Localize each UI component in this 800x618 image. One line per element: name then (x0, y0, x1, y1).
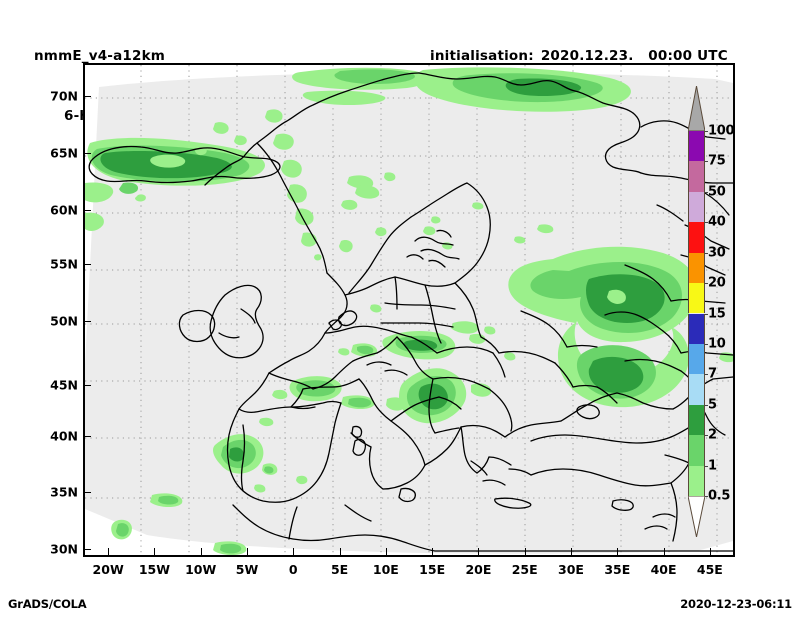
colorbar-tick (705, 131, 708, 132)
y-axis-tick (84, 492, 91, 493)
initialisation-label: initialisation: (430, 48, 534, 64)
x-axis-tick (524, 548, 526, 555)
colorbar-tick-label: 1 (708, 458, 717, 474)
x-axis-tick-label: 20E (465, 562, 492, 577)
x-axis-tick (478, 548, 480, 555)
y-axis-tick (84, 153, 91, 154)
colorbar-segment (688, 343, 705, 375)
x-axis-tick-label: 10E (372, 562, 399, 577)
y-axis-tick-label: 50N (50, 313, 78, 329)
x-axis-tick-label: 40E (650, 562, 677, 577)
x-axis-tick (709, 548, 711, 555)
model-name-label: nmmE_v4-a12km (34, 48, 166, 64)
x-axis-tick-label: 20W (92, 562, 124, 577)
y-axis-tick (84, 385, 91, 386)
producer-label: GrADS/COLA (8, 597, 87, 611)
colorbar-tick (705, 222, 708, 224)
x-axis-tick-label: 15W (138, 562, 171, 577)
x-axis-tick (247, 548, 248, 555)
x-axis-tick-label: 5W (235, 562, 259, 577)
x-axis-tick (432, 548, 434, 555)
colorbar-tick (705, 343, 708, 345)
colorbar-tick-label: 75 (708, 153, 726, 169)
colorbar-segment (688, 191, 705, 223)
x-axis-tick (293, 548, 295, 555)
colorbar-tick (705, 313, 708, 315)
y-axis-tick (84, 264, 91, 265)
y-axis-tick (84, 210, 91, 211)
colorbar-tick-label: 2 (708, 427, 717, 443)
colorbar-tick (705, 161, 708, 163)
x-axis-tick-label: 25E (511, 562, 538, 577)
colorbar-segment (688, 465, 705, 496)
colorbar-tick (705, 252, 708, 254)
y-axis-tick (84, 549, 91, 550)
y-axis-tick-label: 65N (50, 145, 78, 161)
y-axis-tick (84, 321, 91, 322)
x-axis-tick (617, 548, 619, 555)
colorbar-tick-label: 100 (708, 123, 735, 139)
x-axis-tick (339, 548, 341, 555)
x-axis-tick-label: 0 (288, 562, 298, 577)
y-axis-tick-label: 70N (50, 88, 78, 104)
x-axis-tick-label: 5E (330, 562, 349, 577)
colorbar-segment (688, 374, 705, 405)
y-axis-tick-label: 30N (50, 541, 78, 557)
colorbar-tick-label: 7 (708, 366, 717, 382)
y-axis-tick (84, 436, 91, 437)
x-axis-tick-label: 10W (185, 562, 217, 577)
map-plot-frame (83, 63, 735, 557)
map-graphic (85, 65, 733, 555)
colorbar-segment (688, 222, 705, 253)
y-axis-tick-label: 60N (50, 202, 78, 218)
coastlines-and-borders (88, 72, 733, 552)
y-axis-tick-label: 45N (50, 377, 78, 393)
colorbar-tick (705, 283, 708, 285)
x-axis-tick (385, 548, 387, 555)
colorbar-segment (688, 313, 705, 344)
colorbar-tick-label: 20 (708, 275, 726, 291)
x-axis-tick (571, 548, 572, 555)
colorbar-tick (705, 465, 708, 467)
map-canvas (85, 65, 733, 555)
colorbar-tick-label: 50 (708, 184, 726, 200)
x-axis-tick (108, 548, 110, 555)
generation-timestamp-label: 2020-12-23-06:11 (680, 597, 792, 611)
colorbar-segment (688, 252, 705, 284)
y-axis-tick (84, 96, 91, 97)
colorbar-tick (705, 496, 708, 497)
colorbar-tick (705, 374, 708, 376)
initialisation-value: 2020.12.23. 00:00 UTC (540, 48, 728, 64)
x-axis-tick-label: 15E (419, 562, 446, 577)
colorbar-tick (705, 404, 708, 406)
colorbar-bottom-cap (687, 495, 706, 538)
colorbar-segment (688, 283, 705, 314)
colorbar-segment (688, 161, 705, 192)
colorbar-tick-label: 40 (708, 214, 726, 230)
colorbar-segment (688, 131, 705, 162)
model-domain-background (85, 72, 733, 554)
colorbar-tick (705, 191, 708, 193)
x-axis-tick-label: 35E (604, 562, 631, 577)
colorbar-tick-label: 10 (708, 336, 726, 352)
y-axis-tick-label: 55N (50, 256, 78, 272)
x-axis-tick (663, 548, 665, 555)
colorbar-top-cap (687, 85, 706, 132)
x-axis-tick (200, 548, 202, 555)
colorbar-tick-label: 0.5 (708, 488, 731, 504)
colorbar-tick (705, 435, 708, 437)
initialisation-row: initialisation: 2020.12.23. 00:00 UTC (430, 46, 728, 66)
colorbar-tick-label: 5 (708, 397, 717, 413)
colorbar-tick-label: 30 (708, 245, 726, 261)
colorbar-tick-label: 15 (708, 306, 726, 321)
x-axis-tick-label: 30E (558, 562, 584, 577)
y-axis-tick-label: 35N (50, 484, 78, 500)
colorbar-segment (688, 404, 705, 436)
colorbar-segment (688, 435, 705, 466)
x-axis-tick (154, 548, 156, 555)
x-axis-tick-label: 45E (696, 562, 723, 577)
y-axis-tick-label: 40N (50, 428, 78, 444)
